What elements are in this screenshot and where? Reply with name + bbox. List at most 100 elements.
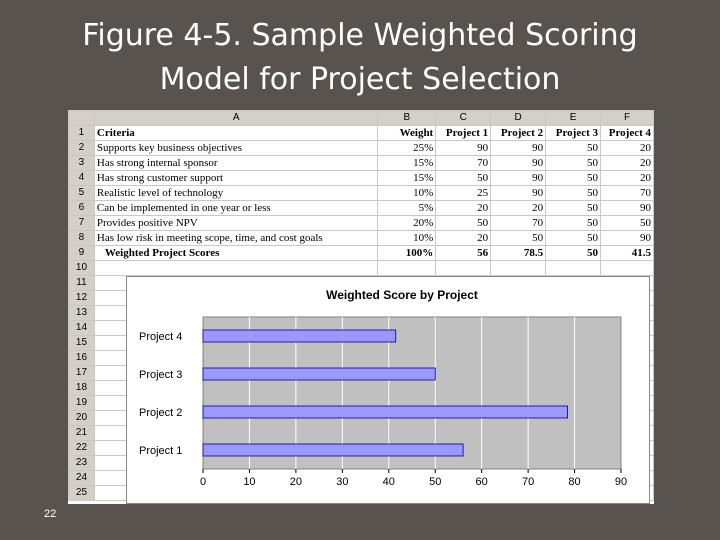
sheet-cell[interactable]: 70	[490, 215, 547, 231]
sheet-cell[interactable]: 100%	[377, 245, 437, 261]
sheet-cell[interactable]: Project 3	[545, 125, 601, 141]
row-header[interactable]: 15	[68, 335, 95, 351]
sheet-cell[interactable]: 20	[600, 155, 654, 171]
row-header[interactable]: 8	[68, 230, 95, 246]
row-header[interactable]: 11	[68, 275, 95, 291]
row-header[interactable]: 3	[68, 155, 95, 171]
sheet-cell[interactable]: 50	[545, 215, 601, 231]
sheet-cell[interactable]: 20	[600, 170, 654, 186]
row-header[interactable]: 22	[68, 440, 95, 456]
row-header[interactable]: 13	[68, 305, 95, 321]
category-label: Project 3	[139, 369, 182, 381]
sheet-cell[interactable]: 20	[600, 140, 654, 156]
column-header[interactable]: E	[545, 110, 601, 126]
sheet-cell[interactable]: 50	[490, 230, 547, 246]
sheet-cell[interactable]: 90	[600, 200, 654, 216]
sheet-cell[interactable]: Weighted Project Scores	[93, 245, 379, 261]
row-header[interactable]: 19	[68, 395, 95, 411]
select-all-corner[interactable]	[68, 110, 95, 126]
sheet-cell[interactable]: 90	[490, 185, 547, 201]
row-header[interactable]: 17	[68, 365, 95, 381]
sheet-cell[interactable]	[435, 260, 492, 276]
sheet-row: 3 Has strong internal sponsor 15% 70 90 50 20	[68, 155, 654, 171]
sheet-cell[interactable]: 50	[435, 215, 492, 231]
sheet-cell[interactable]: 50	[545, 230, 601, 246]
sheet-cell[interactable]: 41.5	[600, 245, 654, 261]
row-header[interactable]: 9	[68, 245, 95, 261]
sheet-cell[interactable]: 90	[490, 170, 547, 186]
row-header[interactable]: 16	[68, 350, 95, 366]
sheet-cell[interactable]: 70	[435, 155, 492, 171]
row-header[interactable]: 5	[68, 185, 95, 201]
sheet-cell[interactable]: 78.5	[490, 245, 547, 261]
column-header[interactable]: B	[377, 110, 437, 126]
sheet-cell[interactable]: 10%	[377, 185, 437, 201]
row-header[interactable]: 2	[68, 140, 95, 156]
sheet-cell[interactable]: 20	[490, 200, 547, 216]
sheet-cell[interactable]: 15%	[377, 155, 437, 171]
sheet-cell[interactable]: 50	[545, 200, 601, 216]
sheet-cell[interactable]: Project 4	[600, 125, 654, 141]
column-header[interactable]: D	[490, 110, 547, 126]
category-label: Project 4	[139, 331, 182, 343]
row-header[interactable]: 20	[68, 410, 95, 426]
row-header[interactable]: 10	[68, 260, 95, 276]
sheet-cell[interactable]	[490, 260, 547, 276]
row-header[interactable]: 24	[68, 470, 95, 486]
sheet-cell[interactable]: 50	[600, 215, 654, 231]
column-header[interactable]: C	[435, 110, 492, 126]
sheet-cell[interactable]: 20	[435, 200, 492, 216]
row-header[interactable]: 6	[68, 200, 95, 216]
sheet-cell[interactable]	[600, 260, 654, 276]
sheet-cell[interactable]: 90	[600, 230, 654, 246]
sheet-cell[interactable]: Has low risk in meeting scope, time, and…	[93, 230, 379, 246]
row-header[interactable]: 21	[68, 425, 95, 441]
sheet-cell[interactable]: Project 1	[435, 125, 492, 141]
row-header[interactable]: 18	[68, 380, 95, 396]
column-header[interactable]: A	[93, 110, 379, 126]
sheet-cell[interactable]: 70	[600, 185, 654, 201]
x-tick-label: 10	[243, 476, 255, 488]
sheet-cell[interactable]: Can be implemented in one year or less	[93, 200, 379, 216]
sheet-cell[interactable]: 56	[435, 245, 492, 261]
column-header[interactable]: F	[600, 110, 654, 126]
sheet-cell[interactable]: 20	[435, 230, 492, 246]
sheet-cell[interactable]: Supports key business objectives	[93, 140, 379, 156]
sheet-cell[interactable]: 25%	[377, 140, 437, 156]
sheet-cell[interactable]	[377, 260, 437, 276]
row-header[interactable]: 7	[68, 215, 95, 231]
sheet-cell[interactable]: Weight	[377, 125, 437, 141]
sheet-cell[interactable]: 50	[545, 245, 601, 261]
row-header[interactable]: 23	[68, 455, 95, 471]
sheet-cell[interactable]: 25	[435, 185, 492, 201]
sheet-cell[interactable]: Provides positive NPV	[93, 215, 379, 231]
sheet-cell[interactable]: Criteria	[93, 125, 379, 141]
row-header[interactable]: 14	[68, 320, 95, 336]
sheet-cell[interactable]: Project 2	[490, 125, 547, 141]
x-tick-label: 40	[383, 476, 395, 488]
sheet-cell[interactable]: 50	[545, 140, 601, 156]
sheet-row: 9 Weighted Project Scores 100% 56 78.5 50 41.5	[68, 245, 654, 261]
row-header[interactable]: 4	[68, 170, 95, 186]
sheet-cell[interactable]: 50	[545, 185, 601, 201]
sheet-cell[interactable]: Has strong internal sponsor	[93, 155, 379, 171]
sheet-cell[interactable]: 50	[435, 170, 492, 186]
sheet-cell[interactable]: Has strong customer support	[93, 170, 379, 186]
row-header[interactable]: 1	[68, 125, 95, 141]
sheet-cell[interactable]: 5%	[377, 200, 437, 216]
sheet-cell[interactable]: 90	[490, 140, 547, 156]
row-header[interactable]: 12	[68, 290, 95, 306]
x-tick-label: 50	[429, 476, 441, 488]
row-header[interactable]: 25	[68, 485, 95, 501]
sheet-cell[interactable]: 20%	[377, 215, 437, 231]
sheet-cell[interactable]	[545, 260, 601, 276]
category-label: Project 1	[139, 445, 182, 457]
sheet-cell[interactable]: 10%	[377, 230, 437, 246]
sheet-cell[interactable]: Realistic level of technology	[93, 185, 379, 201]
sheet-cell[interactable]: 50	[545, 170, 601, 186]
sheet-cell[interactable]: 15%	[377, 170, 437, 186]
sheet-cell[interactable]: 90	[435, 140, 492, 156]
sheet-cell[interactable]: 90	[490, 155, 547, 171]
sheet-cell[interactable]	[93, 260, 379, 276]
sheet-cell[interactable]: 50	[545, 155, 601, 171]
